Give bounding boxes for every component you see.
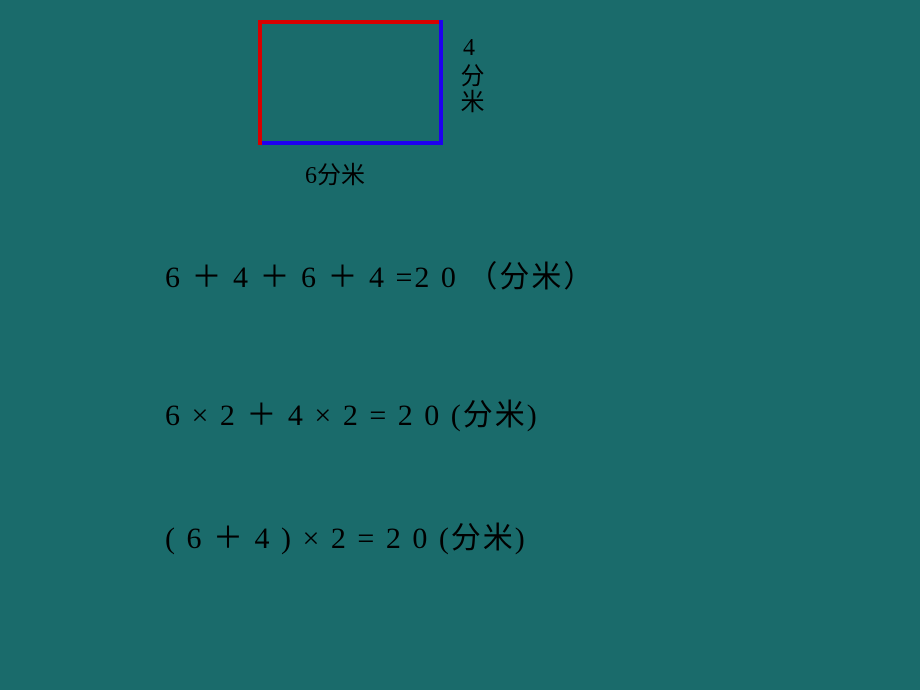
rectangle-diagram <box>258 20 443 145</box>
equation-2: 6 × 2 ＋ 4 × 2 = 2 0 (分米) <box>165 390 539 434</box>
rectangle-left-edge <box>258 20 262 145</box>
height-label: 4分米 <box>452 35 487 115</box>
rectangle-right-edge <box>439 20 443 145</box>
equation-3: ( 6 ＋ 4 ) × 2 = 2 0 (分米) <box>165 513 527 557</box>
rectangle-shape <box>258 20 443 145</box>
rectangle-top-edge <box>258 20 443 24</box>
width-label: 6分米 <box>305 155 365 190</box>
rectangle-bottom-edge <box>258 141 443 145</box>
equation-1: 6 ＋ 4 ＋ 6 ＋ 4 =2 0 （分米） <box>165 252 595 296</box>
